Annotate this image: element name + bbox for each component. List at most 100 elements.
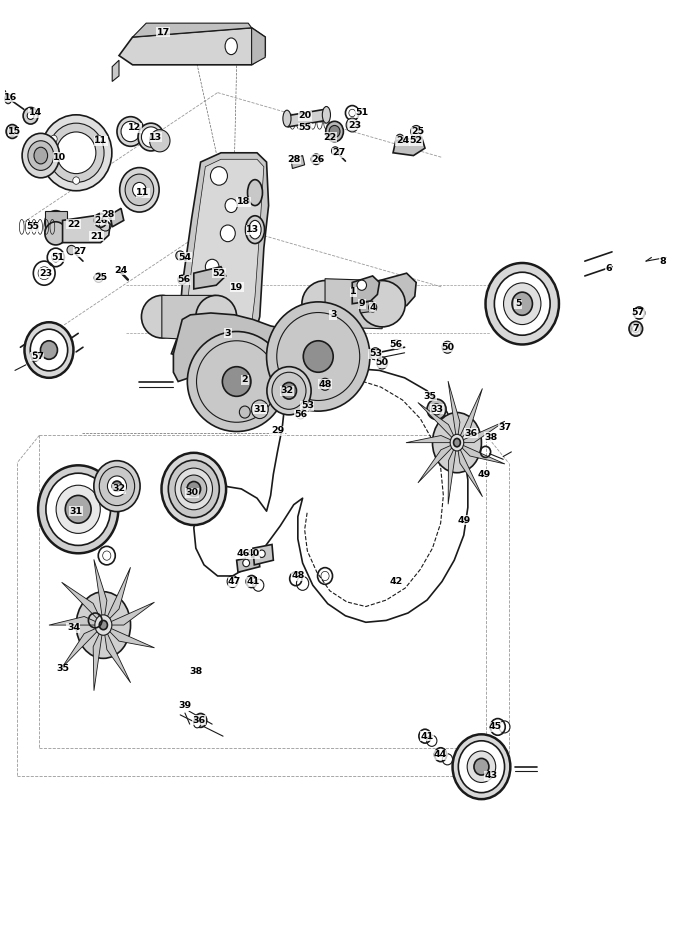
Ellipse shape xyxy=(27,112,34,119)
Ellipse shape xyxy=(632,325,639,332)
Text: 49: 49 xyxy=(477,469,491,479)
Polygon shape xyxy=(448,443,457,504)
Text: 54: 54 xyxy=(178,253,192,262)
Ellipse shape xyxy=(442,341,453,353)
Ellipse shape xyxy=(450,434,464,451)
Text: 20: 20 xyxy=(298,111,311,120)
Ellipse shape xyxy=(322,106,330,123)
Ellipse shape xyxy=(94,273,103,282)
Text: 12: 12 xyxy=(128,123,141,132)
Polygon shape xyxy=(393,137,425,156)
Ellipse shape xyxy=(194,713,207,728)
Ellipse shape xyxy=(125,174,154,206)
Polygon shape xyxy=(418,443,457,482)
Ellipse shape xyxy=(377,357,388,369)
Ellipse shape xyxy=(296,408,305,419)
Polygon shape xyxy=(133,23,252,37)
Text: 56: 56 xyxy=(389,340,403,349)
Text: 37: 37 xyxy=(498,423,511,432)
Text: 49: 49 xyxy=(457,516,471,525)
Text: 50: 50 xyxy=(441,343,454,352)
Polygon shape xyxy=(373,273,416,307)
Ellipse shape xyxy=(427,399,446,419)
Text: 3: 3 xyxy=(330,310,337,319)
Ellipse shape xyxy=(175,469,212,509)
Polygon shape xyxy=(45,211,67,233)
Ellipse shape xyxy=(454,439,460,447)
Polygon shape xyxy=(457,421,505,443)
Text: 38: 38 xyxy=(189,667,203,676)
Text: 9: 9 xyxy=(358,299,365,308)
Ellipse shape xyxy=(282,382,296,399)
Ellipse shape xyxy=(243,559,250,567)
Polygon shape xyxy=(253,544,273,565)
Polygon shape xyxy=(418,403,457,443)
Ellipse shape xyxy=(453,734,510,799)
Ellipse shape xyxy=(141,127,160,147)
Text: 6: 6 xyxy=(605,264,612,273)
Ellipse shape xyxy=(121,121,140,142)
Text: 47: 47 xyxy=(228,577,241,586)
Text: 13: 13 xyxy=(246,225,260,234)
Text: 23: 23 xyxy=(39,269,53,278)
Text: 51: 51 xyxy=(355,108,369,118)
Text: 7: 7 xyxy=(632,324,639,333)
Polygon shape xyxy=(252,28,265,65)
Text: 35: 35 xyxy=(423,392,437,401)
Ellipse shape xyxy=(252,400,268,419)
Ellipse shape xyxy=(391,339,401,349)
Ellipse shape xyxy=(40,341,57,359)
Text: 36: 36 xyxy=(192,716,205,725)
Ellipse shape xyxy=(178,275,186,284)
Ellipse shape xyxy=(267,367,311,415)
Ellipse shape xyxy=(23,107,38,124)
Polygon shape xyxy=(406,435,457,443)
Text: 50: 50 xyxy=(375,358,389,368)
Ellipse shape xyxy=(99,467,135,506)
Ellipse shape xyxy=(6,124,18,138)
Text: 26: 26 xyxy=(311,155,325,164)
Ellipse shape xyxy=(629,321,643,336)
Ellipse shape xyxy=(225,38,237,55)
Ellipse shape xyxy=(38,465,118,553)
Text: 26: 26 xyxy=(94,216,107,225)
Ellipse shape xyxy=(24,322,73,378)
Text: 35: 35 xyxy=(56,664,69,673)
Ellipse shape xyxy=(133,182,146,197)
Polygon shape xyxy=(49,617,103,625)
Polygon shape xyxy=(110,208,124,227)
Polygon shape xyxy=(119,28,265,65)
Polygon shape xyxy=(184,159,264,354)
Ellipse shape xyxy=(187,332,286,432)
Text: 11: 11 xyxy=(136,188,150,197)
Ellipse shape xyxy=(95,615,112,635)
Polygon shape xyxy=(62,625,103,668)
Text: 8: 8 xyxy=(660,257,666,266)
Polygon shape xyxy=(103,625,131,682)
Text: 24: 24 xyxy=(114,266,128,275)
Ellipse shape xyxy=(357,281,367,291)
Text: 53: 53 xyxy=(301,401,314,410)
Ellipse shape xyxy=(474,758,489,775)
Ellipse shape xyxy=(302,281,348,327)
Ellipse shape xyxy=(73,177,80,184)
Polygon shape xyxy=(162,295,216,341)
Polygon shape xyxy=(287,109,326,127)
Polygon shape xyxy=(103,625,154,648)
Ellipse shape xyxy=(503,282,541,324)
Polygon shape xyxy=(63,215,110,243)
Ellipse shape xyxy=(346,118,358,131)
Text: 48: 48 xyxy=(291,571,305,581)
Text: 27: 27 xyxy=(332,148,345,157)
Ellipse shape xyxy=(303,341,333,372)
Ellipse shape xyxy=(467,751,496,782)
Text: 22: 22 xyxy=(67,219,80,229)
Ellipse shape xyxy=(267,302,370,411)
Ellipse shape xyxy=(431,404,442,415)
Polygon shape xyxy=(457,443,505,464)
Text: 56: 56 xyxy=(294,410,307,419)
Ellipse shape xyxy=(56,485,101,533)
Ellipse shape xyxy=(138,123,164,151)
Polygon shape xyxy=(62,582,103,625)
Ellipse shape xyxy=(196,295,237,338)
